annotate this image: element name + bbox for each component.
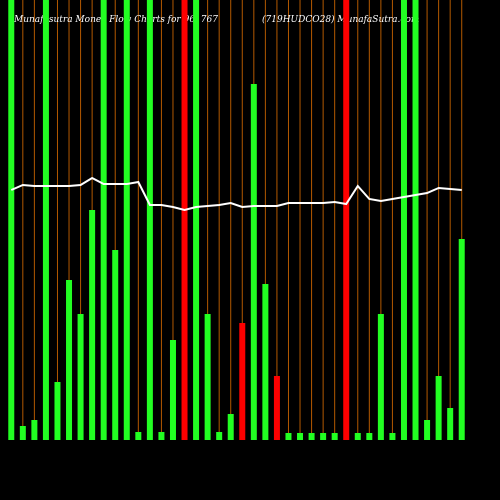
bar (250, 84, 257, 440)
bar (193, 0, 200, 440)
bar (158, 432, 165, 440)
bar (146, 0, 153, 440)
bar (42, 0, 49, 440)
bar (204, 314, 211, 440)
bar (366, 433, 373, 440)
bar (262, 284, 269, 440)
bar (285, 433, 292, 440)
bar (89, 210, 96, 440)
bar (227, 414, 234, 440)
bar (135, 432, 142, 440)
chart-title: Munafasutra Money Flow Charts for 961767 (13, 15, 218, 25)
bar (66, 280, 73, 440)
bar (8, 0, 15, 440)
bar (447, 408, 454, 440)
bar (239, 323, 246, 440)
bar (19, 426, 26, 440)
money-flow-line (10, 176, 462, 212)
bar (320, 433, 327, 440)
bar (435, 376, 442, 440)
chart-subtitle: (719HUDCO28) MunafaSutra.com (262, 14, 419, 25)
bar (31, 420, 38, 440)
bar (400, 0, 407, 440)
bar (297, 433, 304, 440)
bar (343, 0, 350, 440)
bar (389, 433, 396, 440)
bar (77, 314, 84, 440)
bar (412, 0, 419, 440)
bar (123, 0, 130, 440)
bar (424, 420, 431, 440)
bar (100, 0, 107, 440)
bar (458, 239, 465, 440)
bar (331, 433, 338, 440)
bar (216, 432, 223, 440)
bar (54, 382, 61, 440)
bar (377, 314, 384, 440)
bar (112, 250, 119, 440)
bar (273, 376, 280, 440)
bar (169, 340, 176, 440)
bar (181, 0, 188, 440)
bar (308, 433, 315, 440)
bar (354, 433, 361, 440)
